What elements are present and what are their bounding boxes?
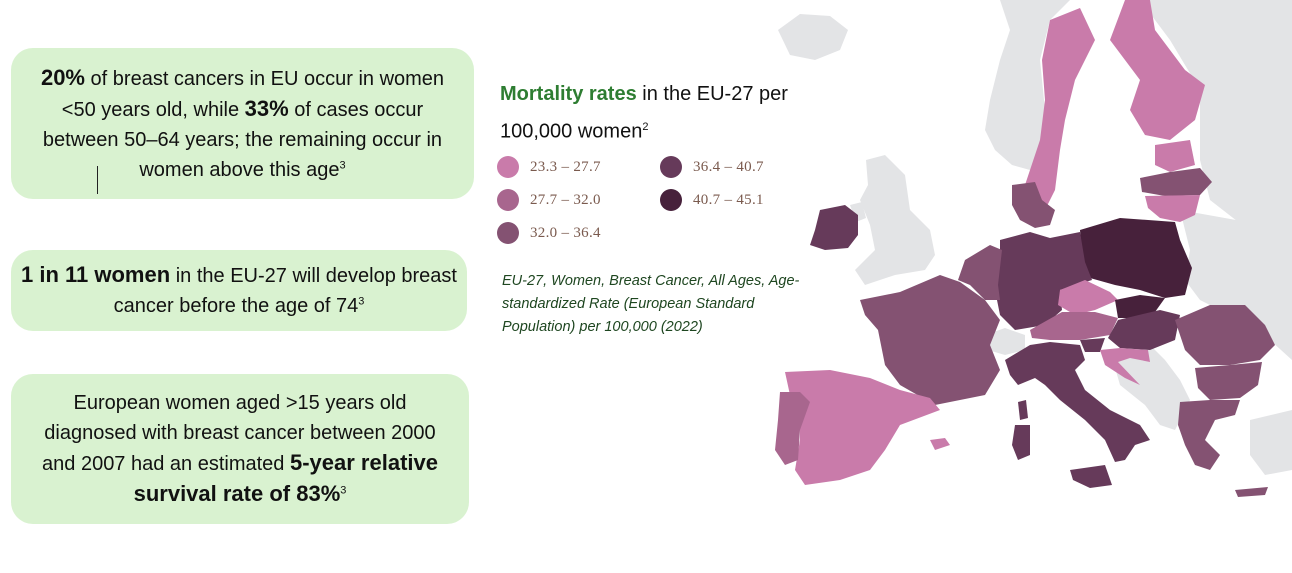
stat-card-text: European women aged >15 years old diagno… <box>27 388 453 510</box>
country-italy-sicily <box>1070 465 1112 488</box>
legend-item: 23.3 – 27.7 <box>497 156 601 178</box>
legend-item: 40.7 – 45.1 <box>660 189 764 211</box>
stat-highlight-1-in-11: 1 in 11 women <box>21 262 171 287</box>
country-poland <box>1080 218 1192 298</box>
stat-highlight-survival: 5-year relative survival rate of 83% <box>133 450 438 506</box>
country-estonia <box>1155 140 1195 172</box>
country-bulgaria <box>1195 362 1262 400</box>
non-eu-land <box>778 0 1292 475</box>
stat-highlight-33pct: 33% <box>244 95 289 121</box>
country-greece <box>1178 400 1240 470</box>
reference-superscript: 3 <box>340 484 347 497</box>
legend-label: 36.4 – 40.7 <box>693 158 764 175</box>
country-czechia <box>1058 280 1118 315</box>
country-france <box>860 275 1000 405</box>
country-finland <box>1110 0 1205 140</box>
country-benelux <box>958 245 1002 300</box>
map-title-accent: Mortality rates <box>500 83 637 105</box>
country-slovenia <box>1080 338 1105 352</box>
legend-label: 32.0 – 36.4 <box>530 224 601 241</box>
country-austria <box>1030 312 1118 340</box>
map-caption: EU-27, Women, Breast Cancer, All Ages, A… <box>502 273 800 335</box>
map-title: Mortality rates in the EU-27 per 100,000… <box>500 78 840 149</box>
legend-swatch-icon <box>660 156 682 178</box>
europe-choropleth-map <box>775 0 1292 497</box>
country-france-corsica <box>1018 400 1028 420</box>
legend-item: 36.4 – 40.7 <box>660 156 764 178</box>
stat-card-survival-rate: European women aged >15 years old diagno… <box>11 374 469 524</box>
stat-text: of cases occur between 50–64 years; the … <box>42 98 443 181</box>
stat-card-lifetime-risk: 1 in 11 women in the EU-27 will develop … <box>11 250 467 331</box>
country-greece-crete <box>1235 487 1268 497</box>
legend-swatch-icon <box>497 222 519 244</box>
stat-text: of breast cancers in EU occur in women <… <box>61 67 445 121</box>
country-denmark <box>1012 182 1055 228</box>
reference-superscript: 2 <box>642 121 649 133</box>
legend-label: 40.7 – 45.1 <box>693 191 764 208</box>
legend-item: 32.0 – 36.4 <box>497 222 601 244</box>
reference-superscript: 3 <box>358 295 365 308</box>
country-italy <box>1005 342 1150 462</box>
legend-label: 23.3 – 27.7 <box>530 158 601 175</box>
text-cursor <box>97 166 98 194</box>
country-croatia <box>1100 348 1150 385</box>
legend-swatch-icon <box>660 189 682 211</box>
country-germany <box>995 232 1092 330</box>
country-portugal <box>775 392 810 465</box>
country-italy-sardinia <box>1012 425 1030 460</box>
country-spain <box>785 370 940 485</box>
country-ireland <box>810 205 858 250</box>
map-legend: 23.3 – 27.7 27.7 – 32.0 32.0 – 36.4 36.4… <box>497 156 797 246</box>
country-hungary <box>1108 310 1180 350</box>
map-title-text: in the EU-27 per 100,000 women <box>500 83 788 143</box>
reference-superscript: 3 <box>339 158 346 171</box>
legend-swatch-icon <box>497 156 519 178</box>
stat-text: European women aged >15 years old diagno… <box>42 392 436 475</box>
country-latvia <box>1140 168 1212 196</box>
eu-countries <box>775 0 1275 497</box>
stat-card-age-distribution: 20% of breast cancers in EU occur in wom… <box>11 48 474 199</box>
country-spain-balearic <box>930 438 950 450</box>
legend-item: 27.7 – 32.0 <box>497 189 601 211</box>
country-lithuania <box>1145 195 1200 222</box>
country-sweden <box>1020 8 1095 215</box>
stat-text: in the EU-27 will develop breast cancer … <box>113 265 457 317</box>
stat-highlight-20pct: 20% <box>40 64 85 90</box>
country-romania <box>1175 305 1275 365</box>
legend-swatch-icon <box>497 189 519 211</box>
legend-label: 27.7 – 32.0 <box>530 191 601 208</box>
stat-card-text: 1 in 11 women in the EU-27 will develop … <box>21 260 457 321</box>
stat-card-text: 20% of breast cancers in EU occur in wom… <box>25 63 460 185</box>
